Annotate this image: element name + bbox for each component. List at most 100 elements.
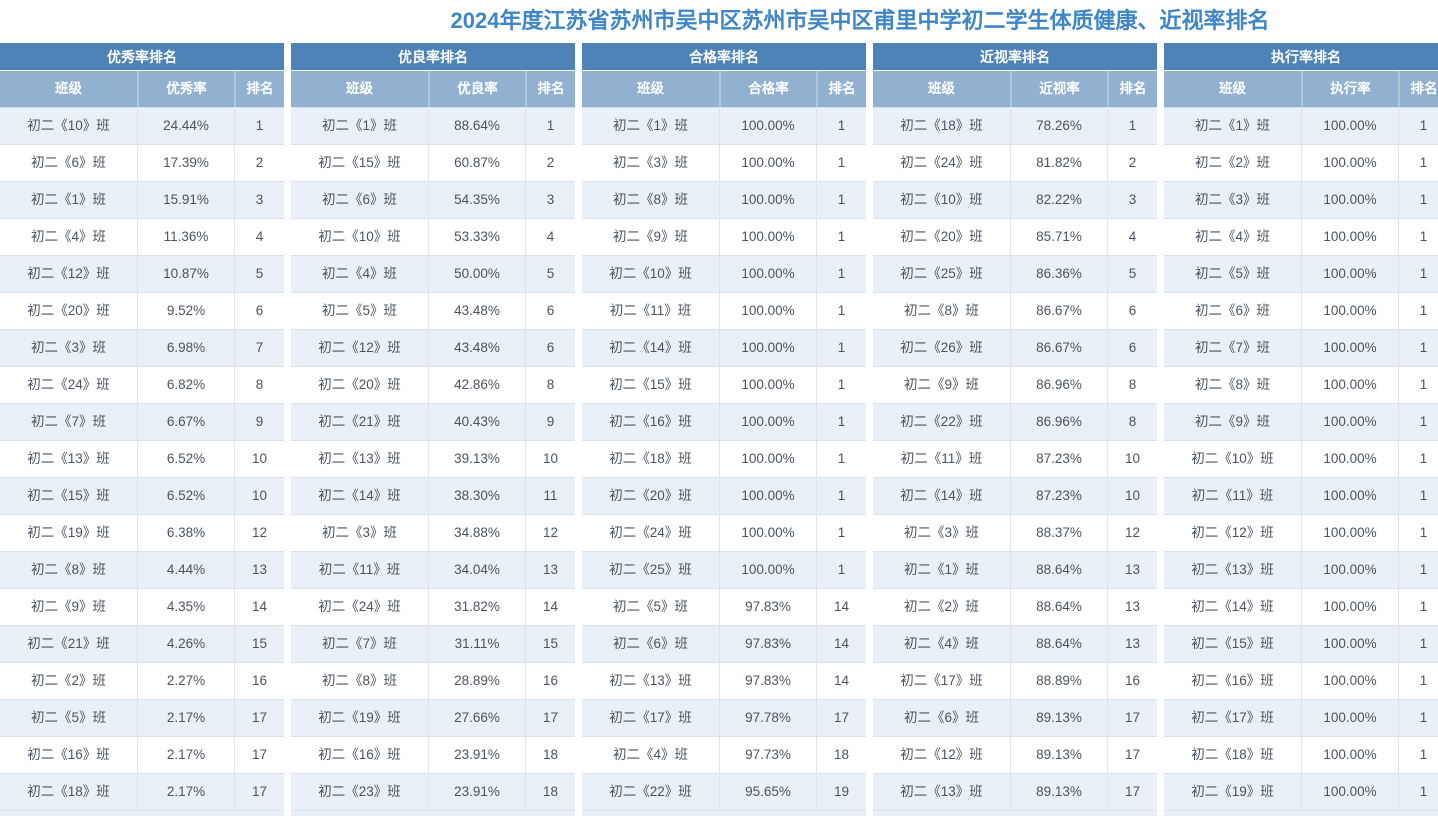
class-cell: 初二《10》班	[27, 118, 110, 133]
class-cell: 初二《1》班	[321, 118, 397, 133]
class-cell: 初二《22》班	[900, 414, 983, 429]
class-cell: 初二《13》班	[609, 673, 692, 688]
table-row: 初二《26》班 86.67% 6	[873, 330, 1157, 367]
rank-cell: 6	[1107, 293, 1157, 329]
rate-cell: 23.91%	[428, 774, 525, 810]
rate-cell: 97.83%	[719, 589, 816, 625]
rank-cell: 1	[1398, 589, 1438, 625]
rank-cell: 13	[525, 552, 575, 588]
table-row: 初二《7》班 31.11% 15	[291, 626, 575, 663]
clipped-next-row	[582, 811, 866, 816]
rank-cell: 6	[525, 330, 575, 366]
rank-cell: 12	[234, 515, 284, 551]
class-cell: 初二《15》班	[609, 377, 692, 392]
class-cell: 初二《18》班	[27, 784, 110, 799]
table-row: 初二《25》班 86.36% 5	[873, 256, 1157, 293]
rank-cell: 1	[816, 441, 866, 477]
table-column-header-row: 班级 近视率 排名	[873, 71, 1157, 107]
table-row: 初二《4》班 50.00% 5	[291, 256, 575, 293]
rank-cell: 6	[234, 293, 284, 329]
table-row: 初二《4》班 100.00% 1	[1164, 219, 1438, 256]
rate-cell-header: 合格率	[719, 71, 816, 107]
rate-cell: 100.00%	[1301, 367, 1398, 403]
rate-cell: 40.43%	[428, 404, 525, 440]
table-row: 初二《4》班 97.73% 18	[582, 737, 866, 774]
rate-cell: 88.64%	[1010, 552, 1107, 588]
rank-cell: 4	[525, 219, 575, 255]
rank-cell: 8	[1107, 404, 1157, 440]
rank-cell: 3	[234, 182, 284, 218]
table-group-header: 执行率排名	[1164, 43, 1438, 71]
rate-cell-header: 近视率	[1010, 71, 1107, 107]
table-body: 初二《1》班 100.00% 1 初二《3》班 100.00% 1 初二《8》班 100.00…	[582, 107, 866, 816]
table-row: 初二《21》班 40.43% 9	[291, 404, 575, 441]
class-cell: 初二《8》班	[30, 562, 106, 577]
class-cell: 初二《24》班	[318, 599, 401, 614]
class-cell: 初二《9》班	[1194, 414, 1270, 429]
class-cell: 初二《19》班	[1191, 784, 1274, 799]
table-row: 初二《6》班 100.00% 1	[1164, 293, 1438, 330]
class-cell: 初二《12》班	[1191, 525, 1274, 540]
class-cell: 初二《20》班	[609, 488, 692, 503]
rate-cell: 100.00%	[719, 552, 816, 588]
table-row: 初二《23》班 23.91% 18	[291, 774, 575, 811]
table-row: 初二《1》班 88.64% 13	[873, 552, 1157, 589]
table-row: 初二《24》班 81.82% 2	[873, 145, 1157, 182]
table-group-header: 优秀率排名	[0, 43, 284, 71]
rate-cell: 100.00%	[719, 219, 816, 255]
rank-cell: 16	[525, 663, 575, 699]
rank-cell: 9	[525, 404, 575, 440]
rate-cell: 86.96%	[1010, 367, 1107, 403]
table-body: 初二《1》班 88.64% 1 初二《15》班 60.87% 2 初二《6》班 54.35% 3…	[291, 107, 575, 816]
rate-cell: 86.36%	[1010, 256, 1107, 292]
class-cell: 初二《3》班	[903, 525, 979, 540]
rank-cell: 17	[234, 700, 284, 736]
rank-cell: 5	[1107, 256, 1157, 292]
rank-cell: 1	[1398, 108, 1438, 144]
rank-cell: 1	[1398, 330, 1438, 366]
rate-cell: 100.00%	[1301, 478, 1398, 514]
rank-cell: 1	[816, 330, 866, 366]
title-bar: 2024年度江苏省苏州市吴中区苏州市吴中区甫里中学初二学生体质健康、近视率排名	[0, 0, 1438, 34]
class-cell: 初二《10》班	[900, 192, 983, 207]
class-cell: 初二《7》班	[30, 414, 106, 429]
rank-cell: 14	[816, 663, 866, 699]
rank-cell: 1	[1398, 663, 1438, 699]
rate-cell: 9.52%	[137, 293, 234, 329]
table-row: 初二《8》班 86.67% 6	[873, 293, 1157, 330]
table-row: 初二《15》班 60.87% 2	[291, 145, 575, 182]
table-row: 初二《18》班 78.26% 1	[873, 108, 1157, 145]
table-row: 初二《9》班 100.00% 1	[582, 219, 866, 256]
class-cell: 初二《5》班	[1194, 266, 1270, 281]
table-row: 初二《10》班 100.00% 1	[1164, 441, 1438, 478]
rate-cell: 100.00%	[1301, 219, 1398, 255]
rank-cell: 1	[1107, 108, 1157, 144]
rank-cell-header: 排名	[816, 71, 866, 107]
rank-cell: 16	[1107, 663, 1157, 699]
table-row: 初二《14》班 100.00% 1	[1164, 589, 1438, 626]
rank-cell: 14	[234, 589, 284, 625]
table-row: 初二《5》班 43.48% 6	[291, 293, 575, 330]
rank-cell: 8	[525, 367, 575, 403]
class-cell: 初二《20》班	[318, 377, 401, 392]
table-myopia-rate-ranking: 近视率排名 班级 近视率 排名 初二《18》班 78.26% 1 初二《24》班 81.82% 2…	[873, 43, 1157, 816]
table-body: 初二《1》班 100.00% 1 初二《2》班 100.00% 1 初二《3》班 100.00…	[1164, 107, 1438, 816]
table-row: 初二《20》班 100.00% 1	[582, 478, 866, 515]
table-row: 初二《8》班 100.00% 1	[1164, 367, 1438, 404]
rank-cell: 13	[1107, 589, 1157, 625]
rate-cell: 100.00%	[719, 330, 816, 366]
class-cell: 初二《24》班	[900, 155, 983, 170]
class-cell: 初二《6》班	[321, 192, 397, 207]
class-cell: 初二《17》班	[1191, 710, 1274, 725]
rank-cell: 1	[816, 404, 866, 440]
rate-cell: 88.37%	[1010, 515, 1107, 551]
table-good-rate-ranking: 优良率排名 班级 优良率 排名 初二《1》班 88.64% 1 初二《15》班 60.87% 2 初…	[291, 43, 575, 816]
class-cell: 初二《12》班	[318, 340, 401, 355]
rank-cell: 17	[1107, 737, 1157, 773]
class-cell: 初二《14》班	[900, 488, 983, 503]
class-cell: 初二《3》班	[612, 155, 688, 170]
rate-cell: 100.00%	[1301, 256, 1398, 292]
rank-cell: 17	[1107, 774, 1157, 810]
rate-cell: 2.27%	[137, 663, 234, 699]
table-row: 初二《10》班 24.44% 1	[0, 108, 284, 145]
